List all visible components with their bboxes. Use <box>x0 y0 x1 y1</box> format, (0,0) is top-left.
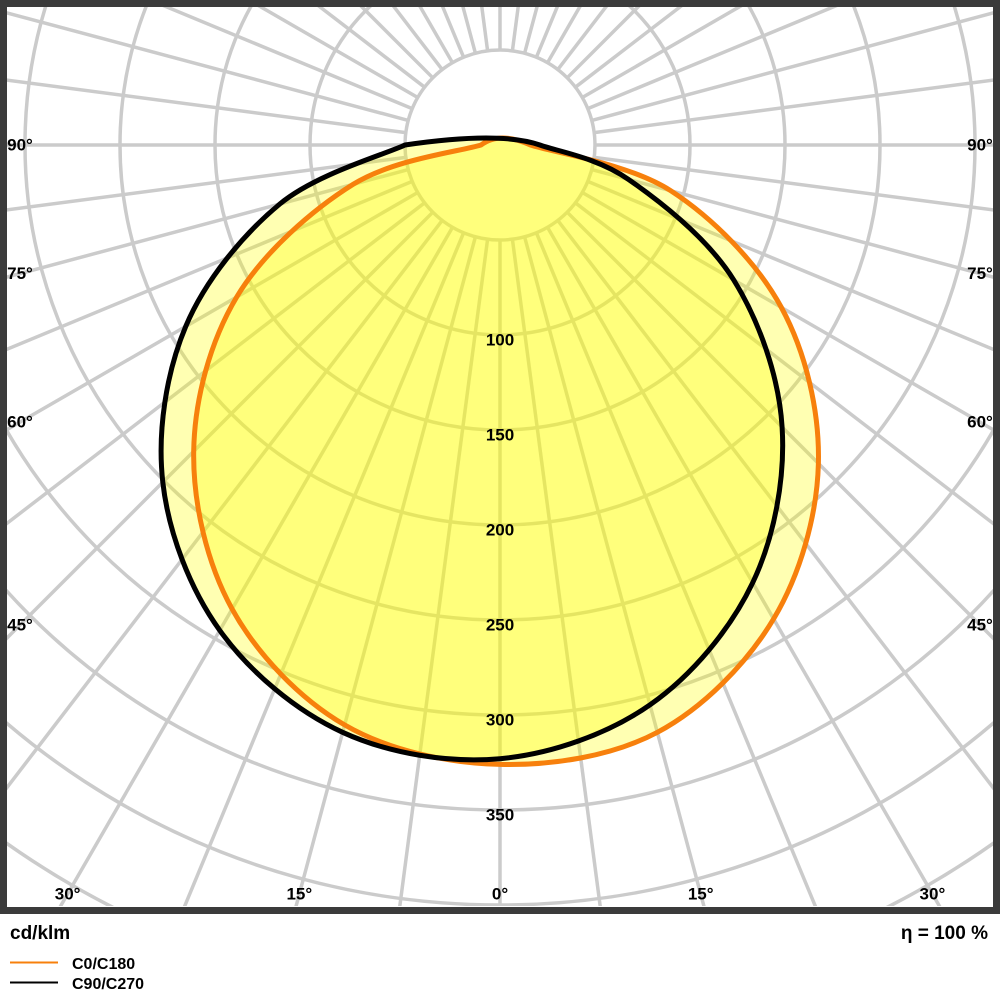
grid-spoke-330 <box>58 226 455 906</box>
angle-label-bottom-15: 15° <box>286 885 312 904</box>
intensity-curves <box>158 135 821 767</box>
angle-label-right-60: 60° <box>967 413 993 432</box>
grid-spoke-75 <box>591 167 993 279</box>
frame-top <box>0 0 1000 7</box>
grid-spoke-112.5 <box>587 7 838 111</box>
grid-spoke-30 <box>545 226 942 906</box>
angle-label-right-90: 90° <box>967 136 993 155</box>
angle-label-bottom-30: 30° <box>920 885 946 904</box>
radial-label-250: 250 <box>486 616 514 635</box>
grid-spoke-322.5 <box>7 219 444 791</box>
legend-label-c0-c180: C0/C180 <box>72 956 135 973</box>
angle-label-bottom-15: 15° <box>688 885 714 904</box>
grid-spoke-97.5 <box>593 78 993 135</box>
grid-spoke-142.5 <box>556 7 609 71</box>
angle-label-left-60: 60° <box>7 413 33 432</box>
grid-spoke-277.5 <box>7 155 407 212</box>
curve-C0/C180 <box>191 135 821 767</box>
grid-spoke-52.5 <box>574 201 993 526</box>
grid-spoke-82.5 <box>593 155 993 212</box>
grid-spoke-285 <box>7 167 409 279</box>
angle-label-left-75: 75° <box>7 264 33 283</box>
angle-label-bottom-30: 30° <box>55 885 81 904</box>
legend: C0/C180 C90/C270 <box>10 956 144 993</box>
grid-spoke-315 <box>7 210 435 641</box>
axis-labels: 90° 90° 75° 75° 60° 60° 45° 45° 30° 15° 0° 15° 30° 10… <box>7 136 993 904</box>
grid-spoke-337.5 <box>182 232 466 906</box>
angle-label-right-75: 75° <box>967 264 993 283</box>
grid-spoke-225 <box>359 7 435 80</box>
fill-C0/C180 <box>193 138 819 765</box>
grid-spoke-22.5 <box>534 232 818 906</box>
curve-C90/C270 <box>158 135 786 763</box>
grid-spoke-120 <box>581 7 743 100</box>
grid-spoke-262.5 <box>7 78 407 135</box>
angle-label-left-45: 45° <box>7 616 33 635</box>
grid-spoke-7.5 <box>510 238 602 906</box>
grid-spoke-60 <box>581 190 993 432</box>
grid-spoke-45 <box>565 210 993 641</box>
radial-label-200: 200 <box>486 521 514 540</box>
grid-spoke-255 <box>7 11 409 123</box>
radial-label-350: 350 <box>486 806 514 825</box>
frame-right <box>993 0 1000 914</box>
grid-spoke-217.5 <box>391 7 444 71</box>
frame-left <box>0 0 7 914</box>
grid-spoke-67.5 <box>587 179 993 352</box>
grid-spoke-15 <box>522 236 706 906</box>
grid-spoke-307.5 <box>7 201 426 526</box>
grid-spoke-105 <box>591 11 993 123</box>
angle-label-bottom-0: 0° <box>492 885 508 904</box>
grid-spoke-135 <box>565 7 641 80</box>
angle-label-right-45: 45° <box>967 616 993 635</box>
grid-spoke-37.5 <box>556 219 993 791</box>
plot-frame <box>0 0 1000 914</box>
intensity-fill-areas <box>161 138 819 765</box>
radial-label-150: 150 <box>486 426 514 445</box>
grid-spoke-300 <box>7 190 419 432</box>
grid-spoke-247.5 <box>162 7 413 111</box>
radial-label-100: 100 <box>486 331 514 350</box>
frame-bottom <box>0 907 1000 914</box>
grid-spoke-352.5 <box>398 238 490 906</box>
legend-label-c90-c270: C90/C270 <box>72 976 144 993</box>
unit-label: cd/klm <box>10 923 70 944</box>
angle-label-left-90: 90° <box>7 136 33 155</box>
efficiency-label: η = 100 % <box>901 923 988 944</box>
grid-spoke-240 <box>257 7 419 100</box>
radial-label-300: 300 <box>486 711 514 730</box>
grid-spoke-292.5 <box>7 179 413 352</box>
fill-C90/C270 <box>161 138 783 760</box>
grid-spoke-345 <box>294 236 478 906</box>
